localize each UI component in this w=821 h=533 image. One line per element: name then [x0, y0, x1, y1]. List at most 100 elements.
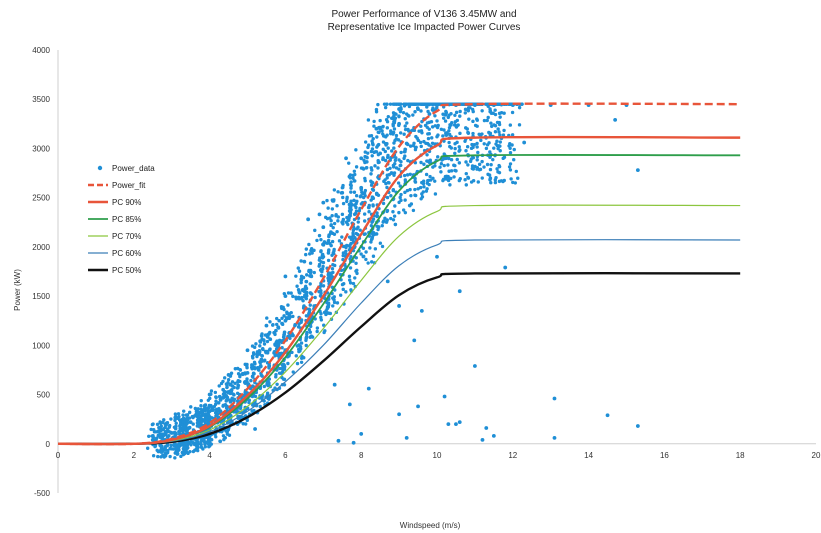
power-data-point [452, 175, 456, 179]
power-data-point [371, 136, 375, 141]
power-data-point [441, 134, 445, 138]
power-data-point [439, 127, 444, 131]
power-data-point [259, 358, 263, 362]
power-data-point [262, 359, 267, 363]
power-data-point [385, 126, 390, 130]
power-data-point [155, 448, 159, 452]
power-data-point [480, 159, 484, 164]
power-data-point [335, 204, 339, 208]
power-data-point [335, 229, 339, 234]
power-data-point [155, 422, 160, 427]
power-data-point [185, 430, 190, 435]
power-data-point [299, 280, 303, 285]
power-data-point [382, 102, 387, 106]
power-data-point [438, 165, 442, 169]
power-data-point [469, 157, 474, 161]
power-data-point [394, 156, 398, 160]
power-data-point [238, 373, 242, 377]
power-data-point [366, 118, 371, 122]
power-data-point [196, 410, 200, 414]
power-data-point [187, 425, 192, 430]
power-data-point [605, 413, 610, 418]
power-data-point [385, 195, 390, 200]
power-data-point [479, 138, 483, 143]
power-data-point [371, 181, 375, 185]
chart-title-line-1: Power Performance of V136 3.45MW and [331, 9, 516, 20]
power-data-point [385, 133, 389, 137]
power-data-point [294, 274, 298, 278]
power-data-point [315, 238, 319, 243]
power-data-point [404, 435, 409, 440]
power-data-point [273, 332, 277, 337]
power-data-point [355, 271, 359, 276]
power-data-point [294, 354, 298, 358]
power-data-point [310, 335, 315, 339]
power-data-point [413, 110, 417, 114]
power-data-point [426, 179, 430, 183]
power-data-point [267, 397, 271, 401]
power-data-point [304, 252, 308, 257]
power-data-point [312, 270, 316, 275]
power-data-point [419, 308, 424, 313]
power-data-point [409, 102, 413, 106]
power-data-point [385, 176, 389, 180]
power-data-point [396, 181, 401, 185]
power-data-point [355, 268, 359, 273]
power-data-point [321, 264, 325, 269]
power-data-point [473, 123, 478, 128]
power-data-point [486, 172, 490, 177]
power-data-point [190, 414, 195, 419]
power-data-point [189, 443, 193, 447]
power-data-point [282, 314, 286, 318]
power-data-point [380, 244, 385, 249]
legend-label: PC 85% [112, 215, 141, 224]
power-data-point [150, 434, 154, 438]
power-data-point [251, 371, 256, 376]
power-data-point [464, 160, 468, 164]
power-data-point [215, 412, 220, 417]
power-data-point [283, 294, 288, 299]
power-data-point [387, 181, 391, 185]
power-data-point [195, 439, 200, 444]
power-data-point [466, 130, 470, 135]
power-data-point [455, 157, 459, 162]
power-data-point [156, 454, 160, 459]
power-data-point [497, 163, 501, 168]
power-data-point [349, 201, 353, 205]
power-data-point [319, 249, 323, 254]
power-data-point [497, 144, 501, 148]
power-data-point [163, 446, 167, 451]
power-data-point [291, 370, 295, 374]
power-data-point [501, 133, 506, 137]
power-data-point [389, 194, 393, 198]
power-data-point [164, 451, 168, 456]
power-data-point [389, 131, 393, 136]
power-data-point [435, 103, 439, 108]
power-data-point [329, 243, 333, 248]
power-data-point [450, 121, 454, 125]
power-data-point [391, 210, 395, 214]
power-data-point [475, 117, 479, 121]
power-data-point [199, 440, 203, 444]
power-data-point [280, 363, 284, 367]
power-data-point [207, 445, 211, 449]
power-data-point [319, 260, 323, 264]
power-data-point [145, 446, 150, 450]
power-data-point [195, 448, 200, 453]
power-data-point [493, 108, 497, 112]
power-data-point [471, 119, 475, 124]
power-data-point [410, 128, 415, 132]
power-data-point [488, 132, 492, 136]
power-data-point [498, 140, 502, 144]
power-data-point [383, 105, 388, 110]
power-data-point [302, 259, 307, 264]
power-data-point [250, 344, 255, 348]
power-data-point [488, 155, 492, 159]
power-data-point [326, 279, 331, 283]
power-data-point [447, 129, 451, 133]
power-data-point [188, 420, 193, 425]
power-data-point [348, 183, 353, 187]
power-data-point [392, 102, 397, 106]
power-data-point [381, 156, 385, 160]
power-data-point [380, 224, 384, 228]
